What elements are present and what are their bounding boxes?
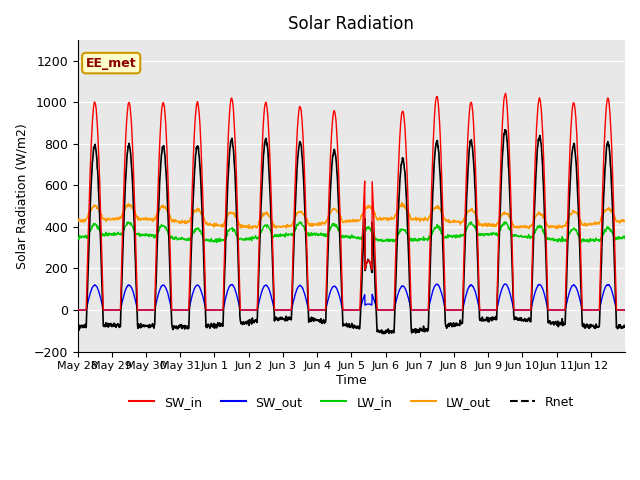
Rnet <box>561 322 569 327</box>
LW_out <box>561 223 569 228</box>
LW_out <box>621 217 629 223</box>
Rnet <box>159 145 167 151</box>
LW_in <box>615 236 623 241</box>
LW_in <box>159 223 167 228</box>
LW_out <box>337 215 345 220</box>
LW_in <box>621 233 629 239</box>
LW_out <box>398 200 406 205</box>
SW_out <box>337 300 345 306</box>
LW_in <box>326 225 334 231</box>
LW_in <box>480 231 488 237</box>
Line: SW_out: SW_out <box>77 284 625 310</box>
SW_out <box>74 307 81 313</box>
Line: SW_in: SW_in <box>77 93 625 310</box>
Rnet <box>74 324 81 329</box>
SW_out <box>327 288 335 293</box>
Text: EE_met: EE_met <box>86 57 136 70</box>
SW_in <box>502 90 509 96</box>
LW_out <box>615 219 623 225</box>
Line: LW_in: LW_in <box>77 222 625 243</box>
SW_out <box>83 307 90 313</box>
SW_in <box>74 307 81 313</box>
LW_out <box>327 210 335 216</box>
SW_in <box>480 307 488 313</box>
SW_out <box>160 282 168 288</box>
Rnet <box>621 323 629 328</box>
LW_out <box>159 202 167 208</box>
SW_out <box>561 307 569 313</box>
LW_in <box>74 234 81 240</box>
SW_out <box>481 307 488 313</box>
LW_in <box>561 238 568 243</box>
Rnet <box>615 324 623 329</box>
SW_in <box>614 307 622 313</box>
LW_out <box>74 218 81 224</box>
SW_out <box>501 281 509 287</box>
Rnet <box>501 127 509 132</box>
Rnet <box>337 264 345 270</box>
SW_in <box>561 307 568 313</box>
Line: Rnet: Rnet <box>77 130 625 334</box>
Y-axis label: Solar Radiation (W/m2): Solar Radiation (W/m2) <box>15 123 28 269</box>
SW_out <box>621 307 629 313</box>
X-axis label: Time: Time <box>336 374 367 387</box>
LW_out <box>481 222 489 228</box>
Line: LW_out: LW_out <box>77 203 625 228</box>
SW_out <box>615 307 623 313</box>
LW_in <box>577 240 584 246</box>
LW_in <box>501 219 509 225</box>
Title: Solar Radiation: Solar Radiation <box>289 15 414 33</box>
Legend: SW_in, SW_out, LW_in, LW_out, Rnet: SW_in, SW_out, LW_in, LW_out, Rnet <box>124 391 579 414</box>
SW_in <box>326 154 334 159</box>
Rnet <box>481 317 488 323</box>
SW_in <box>621 307 629 313</box>
Rnet <box>326 187 334 193</box>
Rnet <box>380 331 388 336</box>
SW_in <box>159 100 167 106</box>
SW_in <box>337 237 345 242</box>
LW_out <box>248 226 256 231</box>
LW_in <box>337 234 345 240</box>
